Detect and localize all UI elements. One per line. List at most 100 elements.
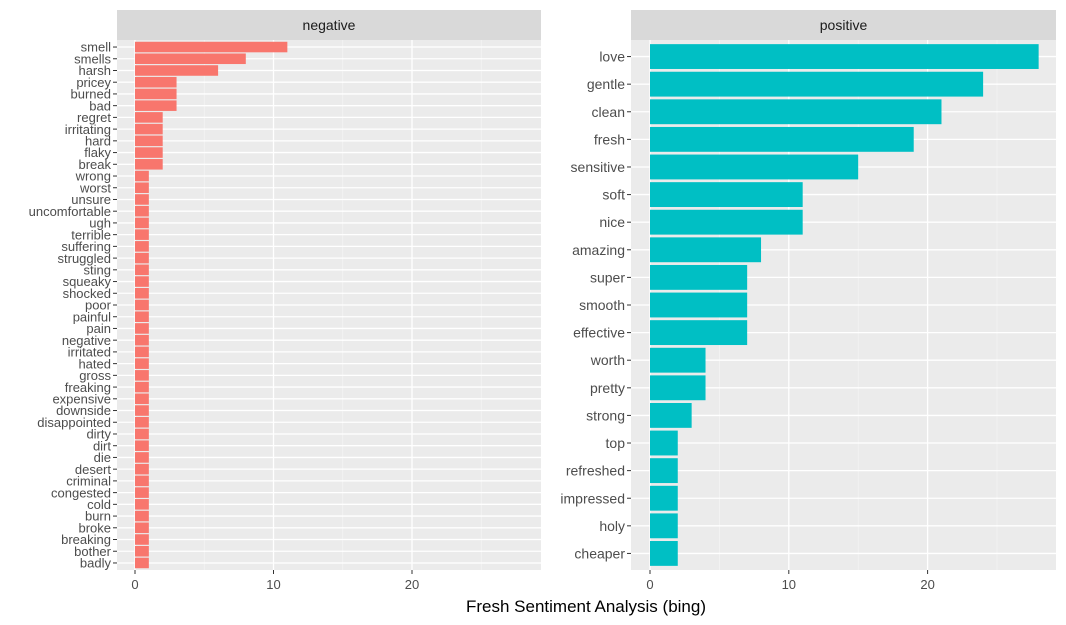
x-tick-label: 10: [782, 577, 796, 592]
bar: [135, 112, 163, 123]
y-tick-label: sensitive: [571, 159, 626, 175]
y-tick-label: bad: [89, 98, 111, 113]
bar: [135, 53, 246, 65]
bar: [135, 88, 177, 100]
y-tick-label: regret: [77, 110, 111, 125]
bar: [135, 534, 149, 545]
y-tick-label: dirt: [93, 438, 111, 453]
y-tick-label: downside: [56, 403, 111, 418]
y-tick-label: irritated: [68, 345, 111, 360]
x-tick-label: 20: [920, 577, 934, 592]
bar: [650, 154, 859, 180]
y-tick-label: hard: [85, 134, 111, 149]
y-tick-label: congested: [51, 485, 111, 500]
y-tick-label: criminal: [66, 474, 111, 489]
y-tick-label: burned: [71, 87, 111, 102]
bar: [650, 375, 706, 401]
y-tick-label: worth: [590, 352, 625, 368]
bar: [135, 135, 163, 147]
bar: [135, 405, 149, 416]
bar: [135, 463, 149, 475]
bar: [135, 487, 149, 498]
bar: [135, 276, 149, 287]
panel-positive: positive love gentle clean fresh sensitive sof…: [560, 10, 1056, 592]
bar: [650, 402, 692, 428]
y-tick-label: unsure: [71, 192, 111, 207]
y-tick-label: clean: [592, 104, 625, 120]
y-tick-label: sting: [84, 263, 111, 278]
y-tick-label: freaking: [65, 380, 111, 395]
y-tick-label: struggled: [58, 251, 111, 266]
y-tick-label: amazing: [572, 242, 625, 258]
facet-strip-label: negative: [303, 17, 356, 33]
bar: [650, 209, 803, 235]
y-tick-label: refreshed: [566, 463, 625, 479]
y-tick-label: die: [94, 450, 111, 465]
x-tick-label: 0: [131, 577, 138, 592]
y-tick-label: painful: [73, 309, 111, 324]
y-tick-label: fresh: [594, 131, 625, 147]
bar: [135, 370, 149, 381]
y-tick-label: bother: [74, 544, 112, 559]
y-tick-label: worst: [79, 180, 111, 195]
bar: [650, 264, 748, 290]
bar: [135, 217, 149, 229]
y-tick-label: pricey: [76, 75, 111, 90]
y-tick-label: expensive: [52, 391, 111, 406]
bar: [650, 237, 762, 263]
bar: [135, 499, 149, 510]
y-tick-label: holy: [599, 518, 625, 534]
y-tick-label: desert: [75, 462, 112, 477]
bar: [135, 311, 149, 323]
bar: [135, 287, 149, 299]
y-tick-label: disappointed: [37, 415, 111, 430]
bar: [650, 458, 678, 484]
y-tick-label: smell: [81, 40, 111, 55]
y-tick-label: impressed: [560, 490, 625, 506]
y-tick-label: strong: [586, 407, 625, 423]
bar: [135, 358, 149, 369]
y-tick-label: smooth: [579, 297, 625, 313]
bar: [135, 393, 149, 405]
bar: [135, 416, 149, 428]
bar: [650, 99, 942, 125]
bar: [135, 522, 149, 534]
bar: [135, 123, 163, 135]
bar: [135, 440, 149, 451]
bar: [650, 347, 706, 373]
bar: [650, 292, 748, 318]
y-tick-label: irritating: [65, 122, 111, 137]
x-axis-title: Fresh Sentiment Analysis (bing): [466, 597, 706, 616]
y-tick-label: squeaky: [63, 274, 112, 289]
bar: [135, 264, 149, 276]
bar: [650, 44, 1039, 69]
y-tick-label: dirty: [86, 427, 111, 442]
y-tick-label: breaking: [61, 532, 111, 547]
y-tick-label: burn: [85, 509, 111, 524]
bar: [135, 100, 177, 111]
bar: [135, 252, 149, 264]
y-tick-label: terrible: [71, 227, 111, 242]
y-tick-label: super: [590, 269, 625, 285]
bar: [135, 170, 149, 182]
y-tick-label: nice: [599, 214, 625, 230]
bar: [135, 557, 149, 569]
bar: [135, 76, 177, 88]
bar: [135, 147, 163, 158]
bar: [135, 475, 149, 487]
bar: [135, 159, 163, 170]
y-tick-label: top: [606, 435, 626, 451]
y-tick-label: love: [599, 49, 625, 65]
y-tick-label: negative: [62, 333, 111, 348]
y-tick-label: cheaper: [574, 545, 625, 561]
bar: [135, 545, 149, 557]
bar: [135, 334, 149, 346]
y-tick-label: harsh: [78, 63, 111, 78]
y-tick-label: ugh: [89, 216, 111, 231]
bar: [135, 428, 149, 440]
bar: [135, 381, 149, 393]
bar: [135, 65, 219, 76]
y-tick-label: soft: [602, 187, 625, 203]
y-tick-label: wrong: [75, 169, 111, 184]
